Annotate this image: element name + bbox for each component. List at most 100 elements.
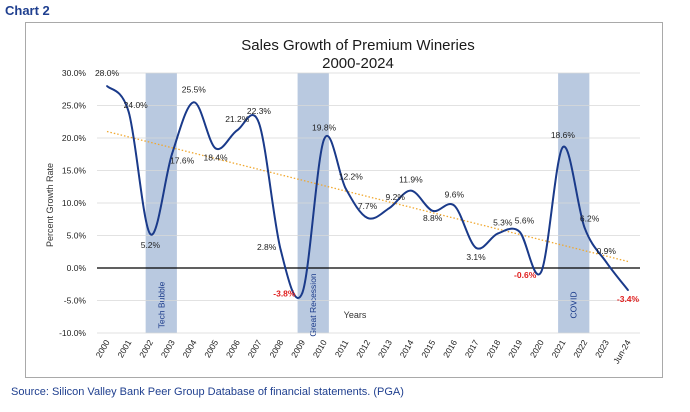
data-label: 2.8%: [257, 242, 277, 252]
x-tick-label: 2016: [441, 338, 459, 360]
data-label: 28.0%: [95, 68, 120, 78]
data-point: [258, 122, 260, 124]
x-tick-label: 2011: [333, 338, 351, 359]
y-tick-label: -10.0%: [59, 328, 86, 338]
recession-band-label-2: COVID: [569, 292, 579, 319]
x-tick-label: Jun-24: [611, 338, 633, 366]
data-label: 17.6%: [170, 156, 195, 166]
data-point: [106, 85, 108, 87]
data-label: 9.2%: [386, 192, 406, 202]
data-label: -0.6%: [514, 270, 537, 280]
y-tick-label: 5.0%: [67, 231, 87, 241]
x-tick-label: 2022: [571, 338, 589, 360]
data-labels: 28.0% 24.0% 5.2% 17.6% 25.5% 18.4% 21.2%22.3% 2…: [95, 68, 640, 304]
x-tick-labels: 2000 2001 2002 2003 2004 2005 2006 2007 2008 2009…: [94, 338, 633, 366]
data-point: [453, 204, 456, 207]
x-tick-label: 2021: [549, 338, 567, 360]
data-label: 22.3%: [247, 106, 272, 116]
x-tick-label: 2008: [267, 338, 285, 360]
data-label: 8.8%: [423, 213, 443, 223]
gridlines: [97, 72, 640, 334]
data-label: 7.7%: [358, 201, 378, 211]
x-tick-label: 2019: [506, 338, 524, 360]
data-label: 5.2%: [141, 240, 161, 250]
y-tick-label: 20.0%: [62, 133, 87, 143]
y-tick-label: 25.0%: [62, 101, 87, 111]
x-tick-label: 2006: [224, 338, 242, 360]
data-point: [540, 271, 543, 273]
data-label: 6.2%: [580, 214, 600, 224]
y-tick-label: 10.0%: [62, 198, 87, 208]
data-point: [192, 101, 195, 104]
chart-subtitle: 2000-2024: [322, 55, 394, 72]
data-label: 0.9%: [597, 246, 617, 256]
chart-svg: Tech Bubble Great Recession COVID -10.0% -5…: [45, 37, 640, 366]
data-point: [561, 146, 564, 149]
data-label: 18.6%: [551, 130, 576, 140]
data-label: 18.4%: [203, 152, 228, 162]
chart-title: Sales Growth of Premium Wineries: [241, 37, 474, 54]
x-tick-label: 2012: [354, 338, 372, 360]
x-tick-label: 2020: [528, 338, 546, 360]
x-tick-label: 2018: [484, 338, 502, 360]
data-label: 24.0%: [124, 100, 149, 110]
data-label: 5.6%: [515, 216, 535, 226]
data-label: 11.9%: [399, 175, 423, 185]
x-tick-label: 2010: [311, 338, 329, 360]
data-label: 19.8%: [312, 122, 337, 132]
x-tick-label: 2002: [137, 338, 155, 360]
data-label: -3.8%: [273, 289, 296, 299]
data-point: [214, 147, 217, 150]
data-label: -3.4%: [617, 294, 640, 304]
page-label: Chart 2: [5, 3, 50, 18]
y-tick-label: 30.0%: [62, 68, 87, 78]
data-point: [627, 289, 629, 291]
data-points: [106, 85, 629, 294]
data-label: 25.5%: [182, 84, 207, 94]
data-label: 12.2%: [339, 172, 364, 182]
data-point: [236, 129, 239, 132]
y-tick-label: -5.0%: [64, 296, 87, 306]
x-tick-label: 2015: [419, 338, 437, 360]
chart-frame: [25, 22, 663, 378]
data-point: [301, 291, 304, 294]
data-label: 3.1%: [466, 252, 486, 262]
trendline-group: [106, 130, 629, 263]
data-point: [171, 152, 174, 155]
series-line-0: [106, 85, 629, 300]
recession-band-label-0: Tech Bubble: [156, 281, 166, 328]
data-point: [149, 233, 152, 236]
trendline: [106, 130, 629, 263]
data-point: [605, 261, 608, 264]
recession-band-label-1: Great Recession: [308, 273, 318, 337]
data-point: [518, 230, 521, 233]
x-tick-label: 2001: [115, 338, 133, 360]
x-tick-label: 2023: [593, 338, 611, 360]
x-tick-label: 2007: [246, 338, 264, 360]
x-tick-label: 2003: [159, 338, 177, 360]
y-tick-label: 0.0%: [67, 263, 87, 273]
data-label: 9.6%: [445, 190, 465, 200]
x-tick-label: 2009: [289, 338, 307, 360]
data-point: [366, 217, 369, 219]
data-point: [431, 209, 434, 212]
data-label: 21.2%: [225, 114, 250, 124]
x-tick-label: 2017: [463, 338, 481, 360]
data-point: [410, 189, 412, 192]
data-point: [583, 226, 586, 229]
data-point: [475, 246, 477, 249]
data-point: [127, 111, 130, 113]
data-point: [279, 248, 282, 251]
x-axis-label: Years: [344, 310, 367, 320]
y-tick-labels: -10.0% -5.0% 0.0% 5.0% 10.0% 15.0% 20.0% 25.0% 3…: [59, 68, 86, 338]
data-point: [344, 187, 347, 190]
data-point: [496, 232, 499, 235]
y-axis-label: Percent Growth Rate: [45, 163, 55, 247]
data-point: [388, 207, 391, 210]
x-tick-label: 2000: [94, 338, 112, 360]
x-tick-label: 2013: [376, 338, 394, 360]
series-group: [106, 85, 629, 300]
x-tick-label: 2014: [398, 338, 416, 360]
data-point: [323, 138, 325, 141]
source-note: Source: Silicon Valley Bank Peer Group D…: [11, 386, 404, 398]
